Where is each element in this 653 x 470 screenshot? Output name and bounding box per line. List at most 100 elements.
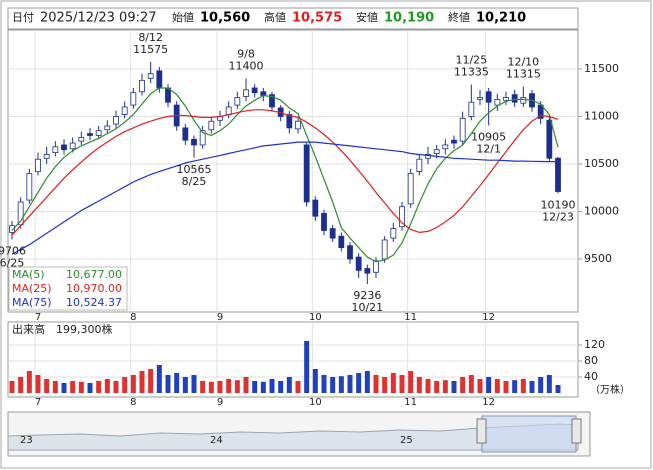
- volume-bar: [486, 377, 492, 393]
- candle-body: [373, 260, 379, 273]
- candle-body: [511, 94, 518, 103]
- volume-bar: [382, 377, 388, 393]
- volume-bar: [477, 379, 483, 393]
- annotation-date: 6/25: [0, 256, 24, 269]
- volume-bar: [425, 379, 431, 393]
- field-value: 10,190: [384, 11, 434, 26]
- annotation-date: 11/25: [455, 54, 487, 67]
- volume-bar: [165, 375, 171, 393]
- navigator-handle-left[interactable]: [476, 418, 487, 444]
- candle-body: [208, 120, 215, 131]
- legend-value: 10,524.37: [66, 296, 122, 309]
- volume-bar: [399, 375, 405, 393]
- x-tick-label: 7: [35, 312, 41, 323]
- candle-body: [546, 119, 553, 159]
- candle-body: [494, 98, 501, 106]
- volume-bar: [191, 375, 197, 393]
- volume-bar: [226, 379, 232, 393]
- candle-body: [104, 125, 111, 131]
- navigator-label: 24: [210, 435, 223, 446]
- field-label: 終値: [448, 10, 470, 24]
- candle-body: [295, 120, 301, 130]
- volume-bar: [217, 381, 223, 393]
- volume-bar: [520, 379, 526, 393]
- candle-body: [43, 154, 50, 159]
- candle-body: [156, 70, 163, 89]
- candle-body: [442, 144, 449, 150]
- candle-body: [321, 212, 327, 231]
- navigator-handle-right[interactable]: [571, 418, 582, 444]
- candle-body: [225, 106, 232, 115]
- volume-bar: [460, 377, 466, 393]
- candle-body: [555, 157, 561, 192]
- ma-line: [11, 109, 559, 236]
- volume-bar: [260, 381, 266, 393]
- field-label: 安値: [356, 10, 378, 24]
- candle-body: [286, 114, 293, 129]
- candle-body: [537, 104, 544, 119]
- volume-bar: [44, 379, 50, 393]
- annotation-value: 11315: [506, 68, 541, 81]
- candle-body: [87, 133, 93, 136]
- legend: [8, 266, 128, 311]
- volume-bar: [148, 369, 154, 393]
- volume-bar: [96, 381, 102, 393]
- candle-body: [338, 235, 345, 248]
- candle-body: [260, 91, 267, 96]
- volume-panel: [7, 321, 579, 398]
- volume-bar: [546, 375, 552, 393]
- annotation-date: 8/25: [182, 175, 207, 188]
- navigator-label: 23: [20, 435, 33, 446]
- volume-bar: [243, 377, 249, 393]
- legend-name: MA(5): [12, 268, 45, 281]
- candle-body: [329, 228, 336, 239]
- annotation-value: 10565: [177, 163, 212, 176]
- volume-bar: [18, 377, 24, 393]
- date: 2025/12/23 09:27: [40, 11, 157, 26]
- y-tick-label: 10500: [584, 157, 619, 170]
- field-value: 10,575: [292, 11, 342, 26]
- volume-bar: [78, 381, 84, 393]
- annotation-value: 9236: [353, 289, 381, 302]
- annotation-value: 11335: [454, 66, 489, 79]
- ma-line: [11, 141, 559, 255]
- legend-name: MA(75): [12, 296, 52, 309]
- volume-bar: [390, 373, 396, 393]
- volume-bar: [338, 376, 344, 393]
- x-tick-label: 9: [217, 312, 223, 323]
- volume-bar: [408, 371, 414, 393]
- volume-bar: [278, 381, 284, 393]
- annotation-date: 12/23: [542, 210, 574, 223]
- volume-bar: [347, 375, 353, 393]
- candle-body: [312, 199, 319, 217]
- x-tick-label: 12: [482, 312, 495, 323]
- candle-body: [520, 97, 527, 104]
- volume-bar: [304, 341, 310, 393]
- candle-body: [477, 97, 483, 100]
- date-label: 日付: [12, 11, 34, 24]
- y-tick-label: 40: [584, 370, 598, 383]
- candle-body: [468, 101, 475, 117]
- x-tick-label: 8: [130, 312, 136, 323]
- candle-body: [130, 92, 137, 106]
- annotation-value: 9706: [0, 244, 26, 257]
- x-tick-label: 10: [309, 312, 322, 323]
- candle-body: [165, 87, 171, 103]
- candle-body: [17, 201, 24, 226]
- candle-body: [251, 87, 258, 94]
- candle-body: [347, 245, 353, 260]
- annotation-value: 10905: [471, 130, 506, 143]
- volume-bar: [234, 380, 240, 393]
- y-tick-label: 80: [584, 354, 598, 367]
- legend-value: 10,677.00: [66, 268, 122, 281]
- candle-body: [78, 136, 85, 142]
- price-panel: [7, 29, 579, 313]
- volume-bar: [451, 381, 457, 393]
- x-tick-label: 11: [404, 397, 417, 408]
- candle-body: [485, 91, 492, 103]
- candle-body: [381, 239, 388, 260]
- navigator-range[interactable]: [481, 415, 577, 453]
- volume-bar: [61, 383, 67, 393]
- y-tick-label: 9500: [584, 252, 612, 265]
- candle-body: [459, 117, 466, 142]
